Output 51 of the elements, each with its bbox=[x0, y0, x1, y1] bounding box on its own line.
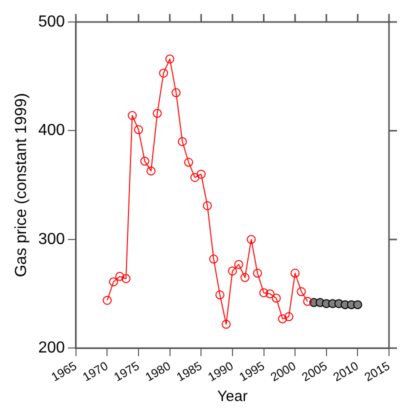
point bbox=[272, 294, 281, 303]
x-tick-label: 1985 bbox=[174, 358, 205, 384]
x-tick-label: 1975 bbox=[112, 358, 142, 384]
point bbox=[165, 54, 174, 64]
point bbox=[178, 137, 187, 146]
x-tick-label: 1965 bbox=[48, 358, 80, 384]
point bbox=[228, 266, 237, 276]
y-tick-label: 400 bbox=[38, 122, 65, 140]
point bbox=[284, 312, 294, 322]
point bbox=[303, 296, 312, 306]
point bbox=[290, 268, 300, 278]
point bbox=[353, 300, 362, 310]
point bbox=[278, 314, 288, 324]
point bbox=[128, 111, 137, 120]
point bbox=[246, 234, 256, 244]
point bbox=[296, 287, 306, 296]
point bbox=[115, 272, 124, 281]
x-tick-label: 1990 bbox=[205, 358, 236, 384]
point bbox=[172, 88, 181, 98]
x-tick-label: 2015 bbox=[362, 358, 392, 384]
point bbox=[108, 277, 118, 286]
point bbox=[202, 201, 212, 210]
y-tick-label: 300 bbox=[38, 230, 65, 248]
point bbox=[196, 170, 206, 179]
point bbox=[184, 158, 194, 167]
point bbox=[266, 289, 275, 298]
x-tick-label: 2000 bbox=[268, 358, 298, 384]
point bbox=[215, 290, 224, 300]
y-tick-label: 500 bbox=[38, 13, 65, 30]
x-tick-label: 1980 bbox=[142, 358, 174, 384]
point bbox=[252, 268, 262, 278]
point bbox=[121, 274, 130, 284]
point bbox=[259, 288, 268, 298]
point bbox=[146, 166, 156, 176]
x-tick-label: 1970 bbox=[80, 358, 111, 384]
point bbox=[190, 172, 200, 182]
x-tick-label: 2005 bbox=[299, 358, 330, 384]
y-tick-label: 200 bbox=[38, 340, 65, 357]
point bbox=[209, 254, 218, 264]
point bbox=[102, 296, 112, 305]
x-tick-label: 1995 bbox=[236, 358, 268, 384]
point bbox=[152, 108, 162, 118]
y-axis-title: Gas price (constant 1999) bbox=[13, 93, 30, 278]
point bbox=[140, 156, 150, 166]
x-axis-title: Year bbox=[217, 388, 248, 406]
point bbox=[234, 260, 244, 269]
x-tick-label: 2010 bbox=[330, 358, 362, 384]
point bbox=[134, 125, 144, 134]
point bbox=[159, 68, 168, 78]
point bbox=[240, 273, 250, 282]
point bbox=[222, 320, 231, 329]
